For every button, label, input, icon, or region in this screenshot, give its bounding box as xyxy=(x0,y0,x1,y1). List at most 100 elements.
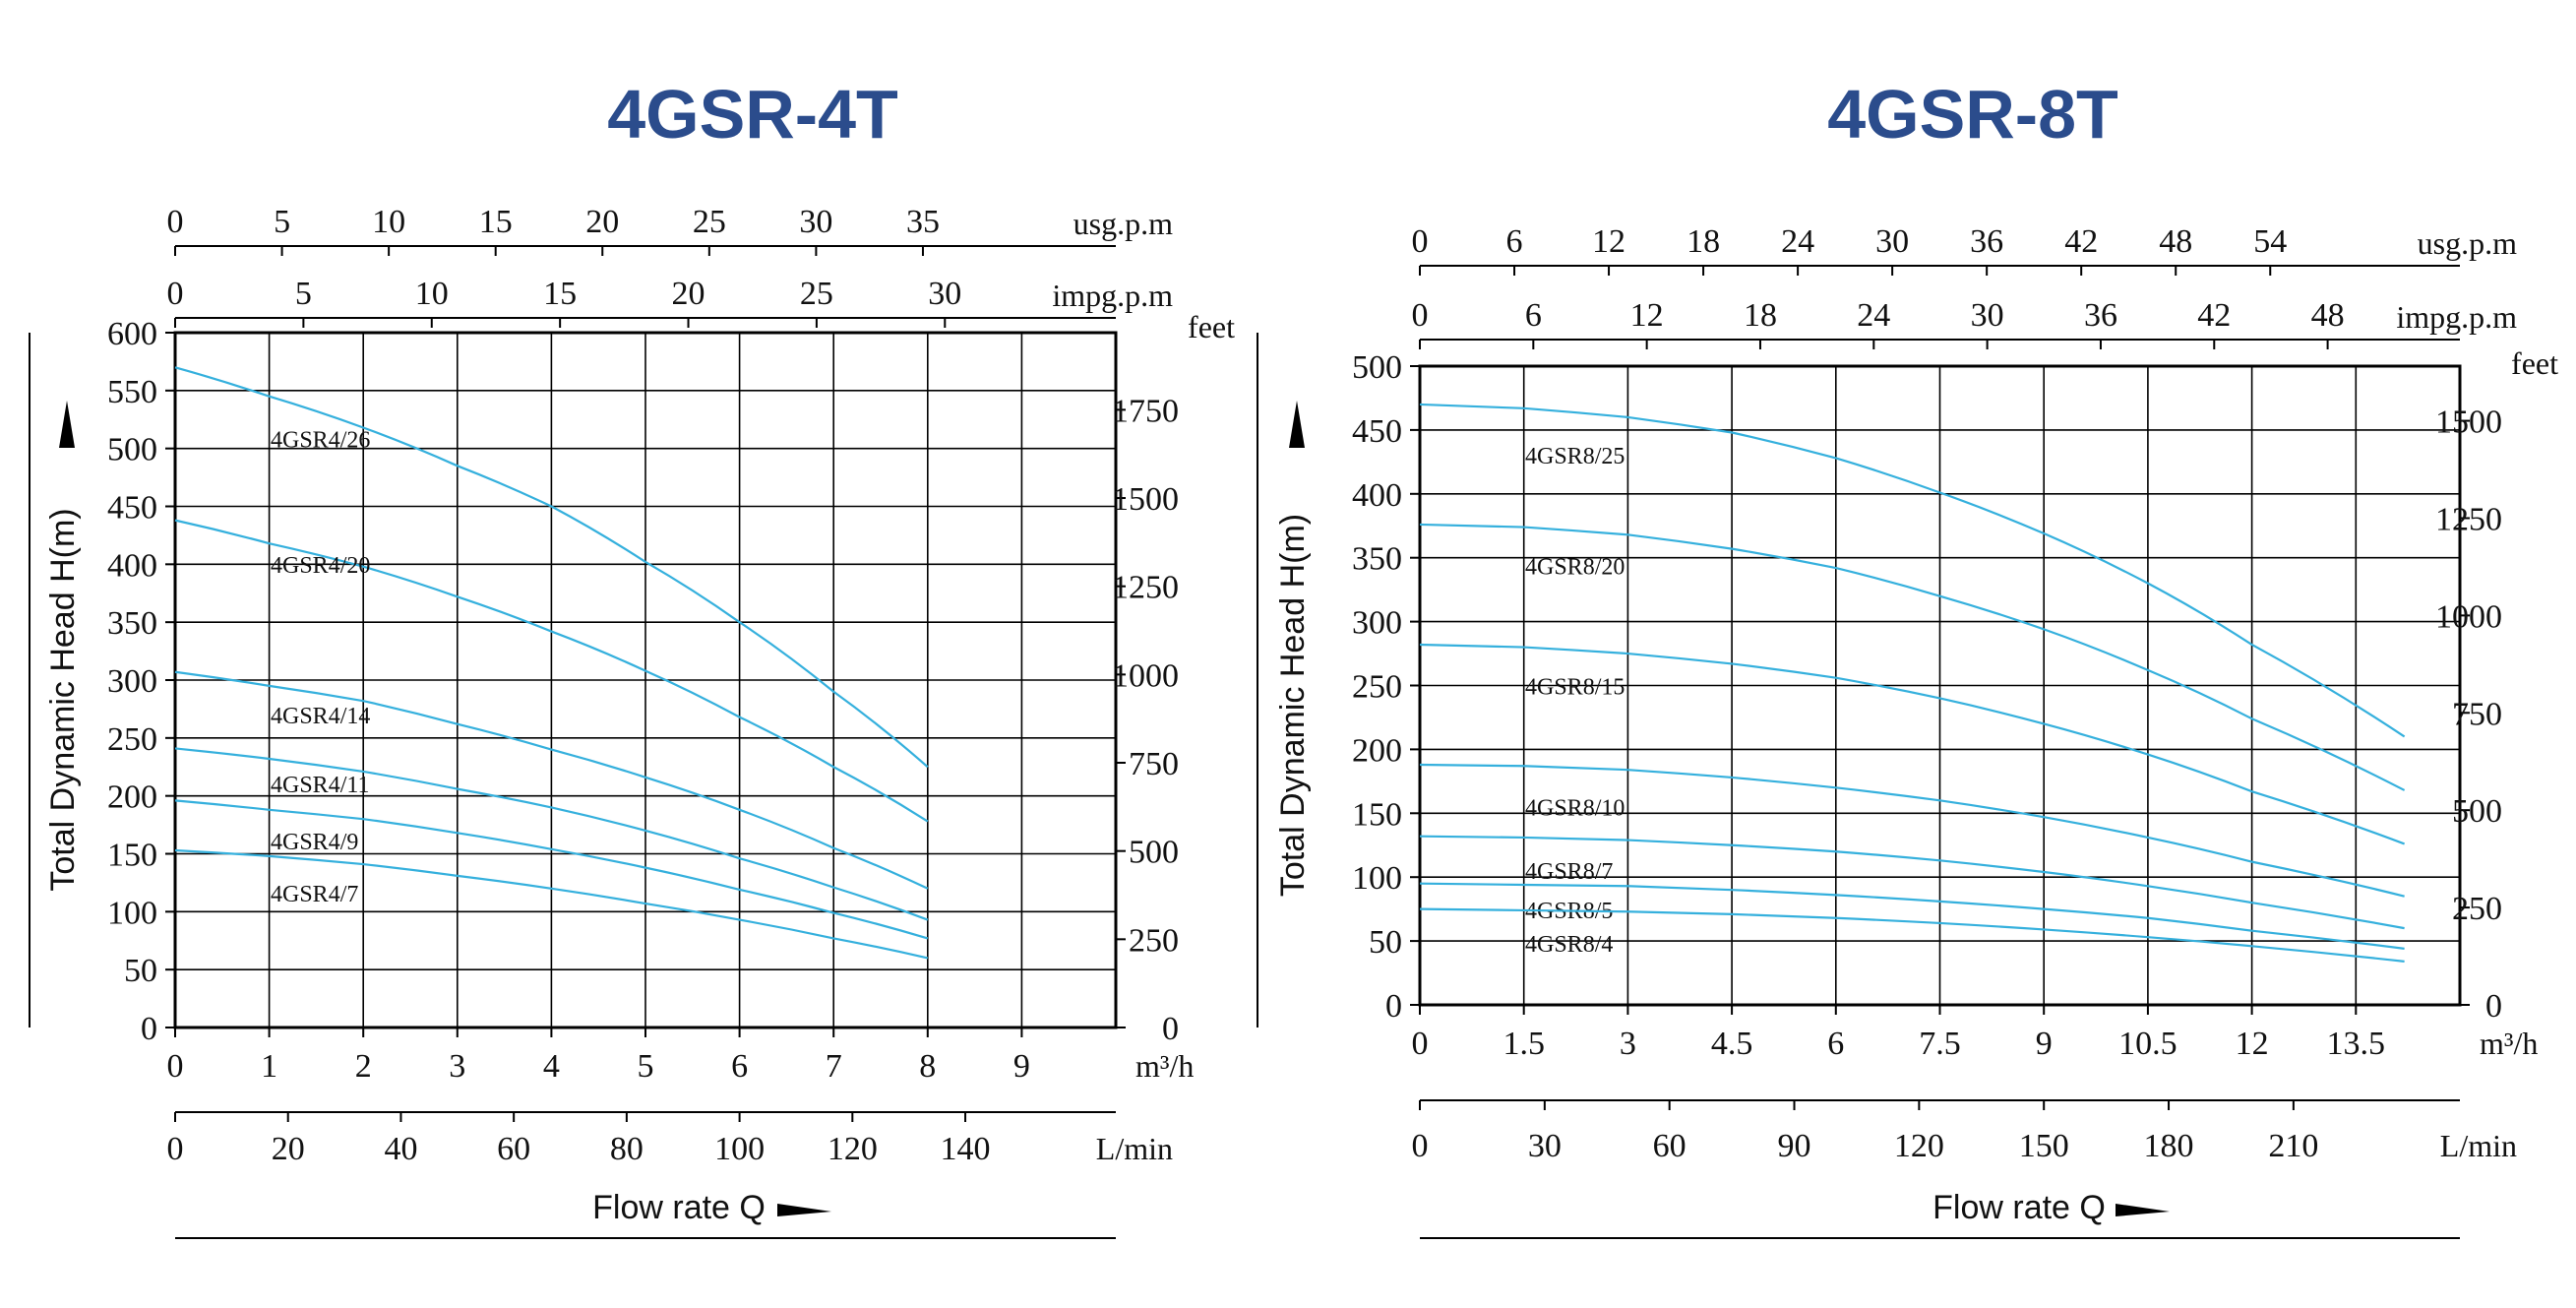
top-tick-label: 18 xyxy=(1687,223,1720,260)
lpm-tick-label: 140 xyxy=(941,1131,991,1167)
lpm-tick-label: 180 xyxy=(2144,1128,2194,1164)
top-tick-label: 10 xyxy=(372,204,405,240)
lpm-tick-label: 150 xyxy=(2019,1128,2069,1164)
lpm-tick-label: 60 xyxy=(1653,1128,1687,1164)
top-tick-label: 35 xyxy=(906,204,940,240)
y-tick-label: 500 xyxy=(1352,349,1402,386)
lpm-axis-unit: L/min xyxy=(1096,1131,1173,1166)
top-axis-unit: impg.p.m xyxy=(2396,299,2517,335)
top-tick-label: 30 xyxy=(799,204,832,240)
top-tick-label: 24 xyxy=(1781,223,1814,260)
right-tick-label: 500 xyxy=(1129,835,1179,871)
top-tick-label: 42 xyxy=(2064,223,2098,260)
x-axis-title: Flow rate Q xyxy=(1932,1189,2106,1226)
x-tick-label: 7 xyxy=(826,1048,842,1085)
curve-4gsr8-7 xyxy=(1419,835,2405,930)
lpm-tick-label: 90 xyxy=(1778,1128,1811,1164)
series-label: 4GSR4/26 xyxy=(271,428,370,454)
series-label: 4GSR8/20 xyxy=(1525,555,1625,581)
top-tick-label: 6 xyxy=(1525,297,1542,334)
y-tick-label: 50 xyxy=(1369,924,1402,961)
x-tick-label: 13.5 xyxy=(2327,1026,2386,1062)
series-label: 4GSR8/7 xyxy=(1525,859,1613,885)
y-tick-label: 100 xyxy=(107,895,157,931)
top-tick-label: 6 xyxy=(1506,223,1523,260)
curve-4gsr4-20 xyxy=(174,519,929,823)
lpm-tick-label: 0 xyxy=(167,1131,184,1167)
x-unit-label: m³/h xyxy=(1135,1048,1194,1084)
chart-title: 4GSR-8T xyxy=(1827,76,2118,153)
top-tick-label: 30 xyxy=(1971,297,2004,334)
x-tick-label: 4.5 xyxy=(1711,1026,1753,1062)
top-tick-label: 5 xyxy=(274,204,290,240)
right-tick-label: 1000 xyxy=(2435,598,2502,635)
y-tick-label: 300 xyxy=(107,663,157,700)
top-tick-label: 48 xyxy=(2159,223,2192,260)
right-axis-unit: feet xyxy=(1188,309,1235,344)
curve-4gsr4-9 xyxy=(174,799,929,940)
x-tick-label: 12 xyxy=(2236,1026,2269,1062)
y-tick-label: 250 xyxy=(107,721,157,758)
x-tick-label: 4 xyxy=(543,1048,560,1085)
x-tick-label: 8 xyxy=(919,1048,936,1085)
x-tick-label: 6 xyxy=(1827,1026,1844,1062)
top-tick-label: 25 xyxy=(800,276,833,312)
top-tick-label: 30 xyxy=(1875,223,1909,260)
series-label: 4GSR8/15 xyxy=(1525,675,1625,701)
top-tick-label: 0 xyxy=(167,204,184,240)
curve-4gsr8-15 xyxy=(1419,643,2406,845)
y-tick-label: 100 xyxy=(1352,860,1402,897)
x-tick-label: 7.5 xyxy=(1919,1026,1961,1062)
right-tick-label: 1750 xyxy=(1112,393,1179,429)
top-tick-label: 20 xyxy=(585,204,619,240)
right-tick-label: 1250 xyxy=(1112,570,1179,606)
top-tick-label: 36 xyxy=(1970,223,2003,260)
series-label: 4GSR4/9 xyxy=(271,830,358,855)
flow-arrow-icon xyxy=(777,1204,831,1216)
y-tick-label: 200 xyxy=(1352,732,1402,769)
top-tick-label: 18 xyxy=(1744,297,1777,334)
series-label: 4GSR8/4 xyxy=(1525,932,1613,958)
lpm-tick-label: 0 xyxy=(1412,1128,1429,1164)
right-tick-label: 1000 xyxy=(1112,657,1179,694)
series-label: 4GSR8/25 xyxy=(1525,444,1625,469)
x-tick-label: 9 xyxy=(2036,1026,2053,1062)
top-tick-label: 36 xyxy=(2084,297,2117,334)
flow-arrow-icon xyxy=(2116,1204,2170,1216)
lpm-axis-unit: L/min xyxy=(2440,1128,2517,1163)
y-tick-label: 250 xyxy=(1352,669,1402,706)
lpm-tick-label: 40 xyxy=(384,1131,417,1167)
head-arrow-icon xyxy=(1289,401,1305,448)
series-label: 4GSR4/11 xyxy=(271,773,369,798)
lpm-tick-label: 100 xyxy=(714,1131,765,1167)
top-tick-label: 5 xyxy=(295,276,312,312)
lpm-tick-label: 120 xyxy=(1894,1128,1944,1164)
chart-4gsr-4t: 4GSR-4T050100150200250300350400450500550… xyxy=(29,76,1235,1239)
top-axis-unit: usg.p.m xyxy=(2418,225,2517,261)
top-tick-label: 54 xyxy=(2253,223,2287,260)
x-tick-label: 1.5 xyxy=(1503,1026,1545,1062)
curve-4gsr8-4 xyxy=(1419,907,2405,963)
curve-4gsr4-14 xyxy=(174,670,929,890)
curve-4gsr8-10 xyxy=(1419,763,2405,898)
top-tick-label: 24 xyxy=(1857,297,1890,334)
x-tick-label: 6 xyxy=(731,1048,748,1085)
lpm-tick-label: 30 xyxy=(1528,1128,1562,1164)
top-tick-label: 12 xyxy=(1630,297,1664,334)
y-axis-title: Total Dynamic Head H(m) xyxy=(44,508,82,891)
x-tick-label: 10.5 xyxy=(2118,1026,2177,1062)
x-tick-label: 3 xyxy=(449,1048,465,1085)
x-tick-label: 5 xyxy=(638,1048,654,1085)
right-tick-label: 1500 xyxy=(2435,405,2502,441)
curve-4gsr8-20 xyxy=(1419,523,2406,791)
top-tick-label: 0 xyxy=(1412,297,1429,334)
right-tick-label: 1500 xyxy=(1112,481,1179,518)
right-tick-label: 0 xyxy=(1162,1011,1179,1047)
lpm-tick-label: 60 xyxy=(497,1131,530,1167)
y-tick-label: 350 xyxy=(1352,541,1402,578)
y-tick-label: 0 xyxy=(141,1011,157,1047)
lpm-tick-label: 210 xyxy=(2268,1128,2318,1164)
x-unit-label: m³/h xyxy=(2480,1026,2538,1061)
